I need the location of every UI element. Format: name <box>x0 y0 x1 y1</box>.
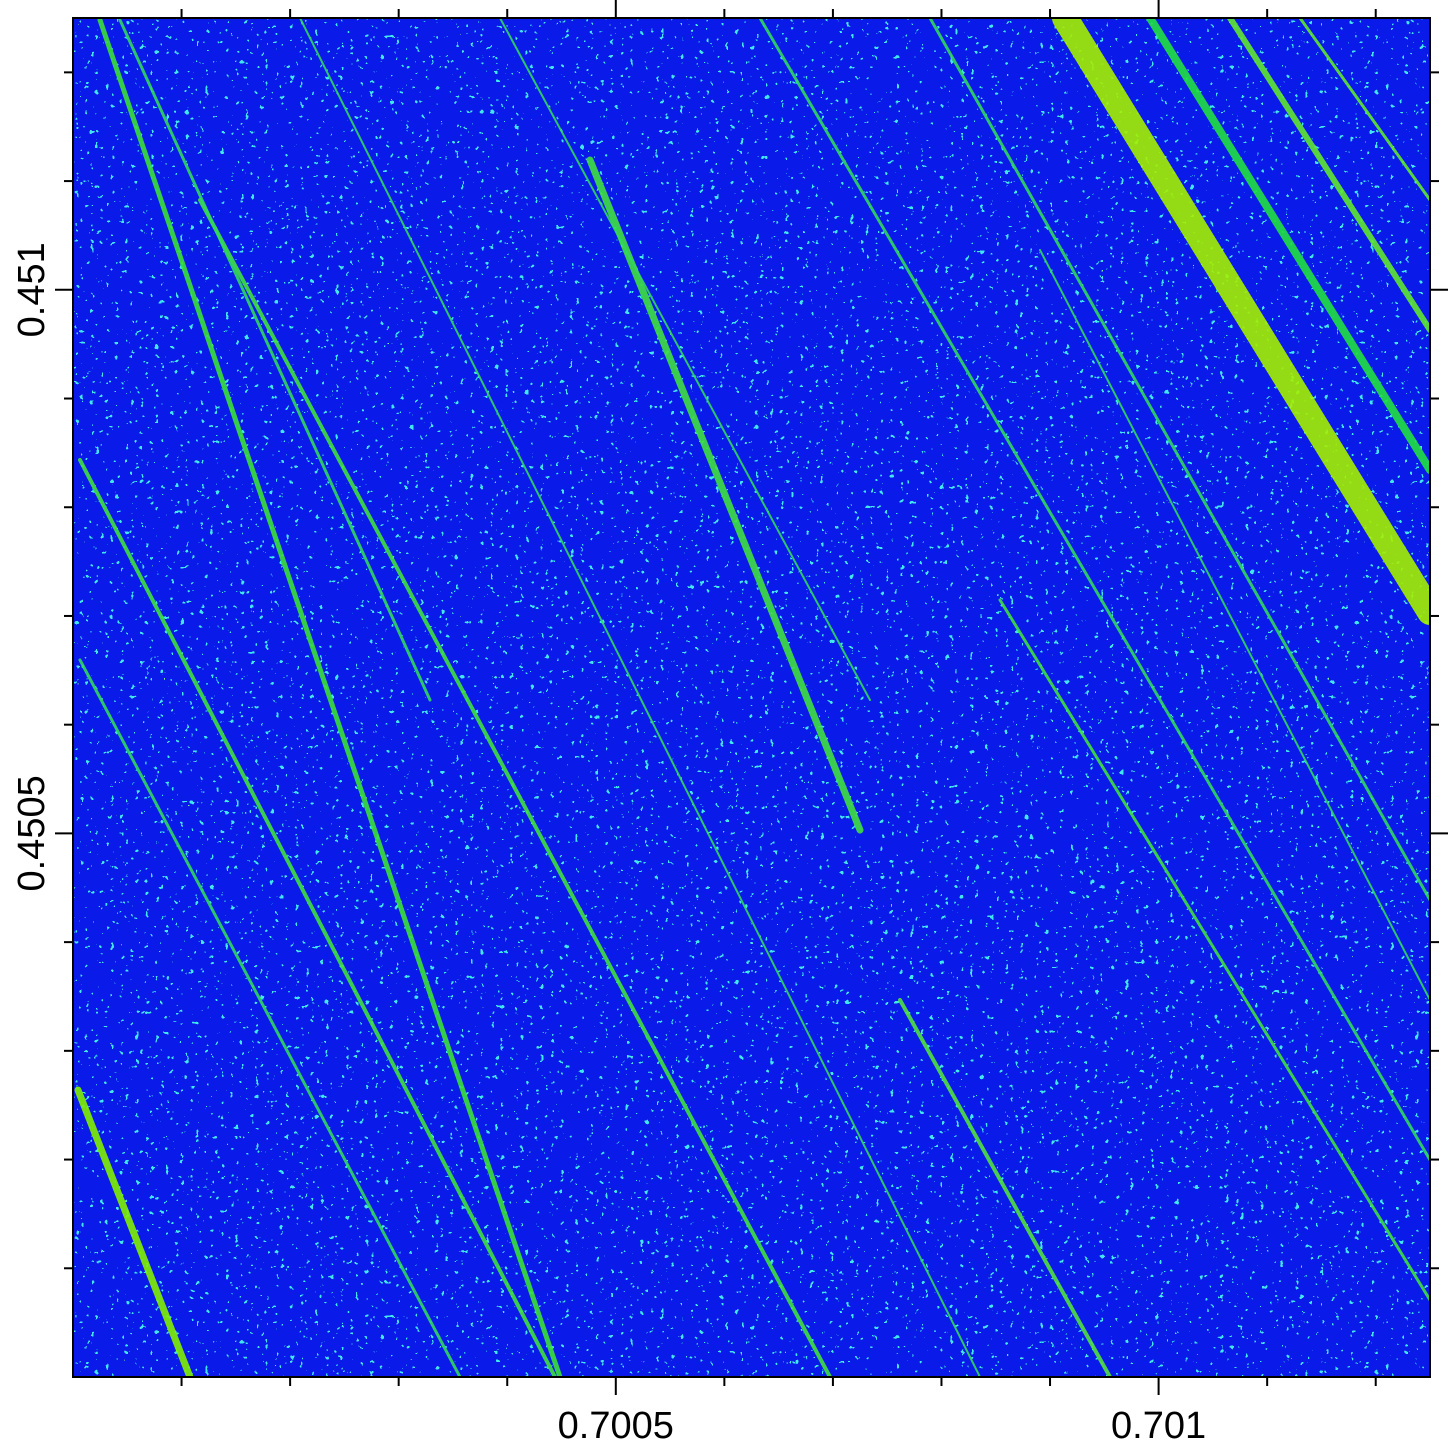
streak <box>97 18 563 1377</box>
heatmap-texture <box>73 18 1430 1377</box>
streak <box>78 658 462 1377</box>
streak <box>74 1086 194 1377</box>
heatmap-area <box>73 18 1430 1377</box>
streak <box>118 18 432 702</box>
streak <box>898 998 1112 1377</box>
heatmap-streaks <box>74 18 1430 1377</box>
streak <box>78 458 557 1377</box>
y-tick-label: 0.451 <box>11 242 53 337</box>
streak <box>758 18 1430 1162</box>
plot-frame <box>72 17 1431 1378</box>
streak <box>1146 18 1430 474</box>
y-tick-label: 0.4505 <box>11 775 53 891</box>
x-tick-label: 0.701 <box>1111 1405 1206 1441</box>
streak <box>998 598 1430 1302</box>
streak <box>299 18 981 1377</box>
x-tick-label: 0.7005 <box>558 1405 674 1441</box>
streak <box>1298 18 1430 202</box>
streak <box>928 18 1430 902</box>
streak <box>198 198 832 1377</box>
streak <box>1039 249 1430 1001</box>
streak <box>586 156 864 834</box>
streak <box>499 18 871 701</box>
streak <box>1052 18 1430 625</box>
streak <box>1227 18 1430 333</box>
